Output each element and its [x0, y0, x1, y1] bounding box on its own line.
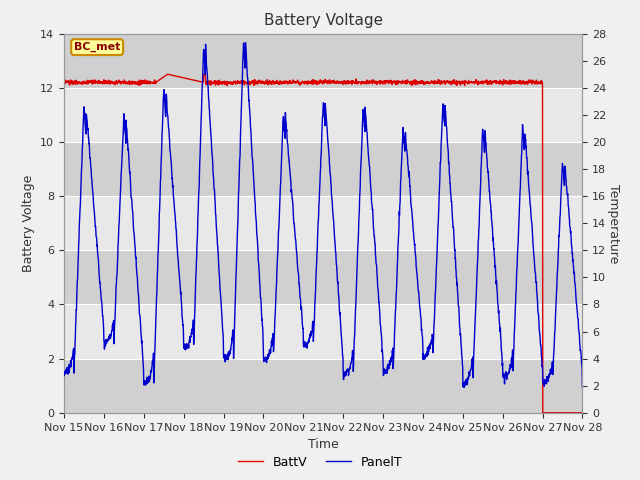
Bar: [64, 34, 582, 88]
Bar: [64, 359, 582, 413]
BattV: [579, 410, 586, 416]
X-axis label: Time: Time: [308, 438, 339, 451]
Bar: [64, 142, 582, 196]
PanelT: [230, 356, 237, 361]
PanelT: [575, 316, 582, 322]
Line: BattV: BattV: [64, 74, 582, 413]
Bar: [64, 250, 582, 304]
BattV: [215, 81, 223, 87]
PanelT: [60, 371, 68, 377]
PanelT: [331, 239, 339, 244]
Y-axis label: Battery Voltage: Battery Voltage: [22, 175, 35, 272]
PanelT: [579, 384, 586, 390]
Title: Battery Voltage: Battery Voltage: [264, 13, 383, 28]
BattV: [575, 410, 582, 416]
PanelT: [460, 384, 468, 390]
BattV: [60, 78, 68, 84]
BattV: [503, 81, 511, 87]
BattV: [539, 410, 547, 416]
PanelT: [223, 355, 230, 360]
PanelT: [242, 40, 250, 46]
Legend: BattV, PanelT: BattV, PanelT: [232, 451, 408, 474]
PanelT: [214, 254, 222, 260]
BattV: [200, 72, 207, 77]
BattV: [230, 79, 237, 84]
Line: PanelT: PanelT: [64, 43, 582, 387]
Text: BC_met: BC_met: [74, 42, 120, 52]
PanelT: [503, 371, 511, 376]
BattV: [223, 80, 231, 85]
Y-axis label: Temperature: Temperature: [607, 183, 620, 263]
BattV: [331, 80, 339, 85]
